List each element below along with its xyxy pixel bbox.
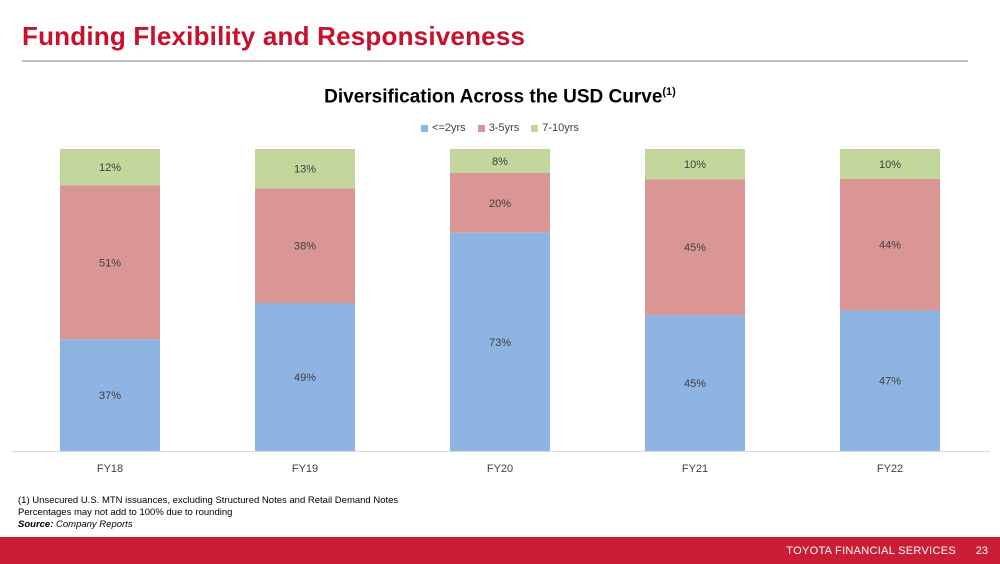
legend-swatch-7-10yrs bbox=[531, 124, 539, 132]
bar-fy20-7-10yrs bbox=[450, 149, 550, 173]
legend-item-3-5yrs: 3-5yrs bbox=[477, 122, 520, 134]
bar-fy19-3-5yrs bbox=[255, 188, 355, 304]
bar-fy22-3-5yrs bbox=[840, 178, 940, 311]
bar-fy18-3-5yrs bbox=[60, 185, 160, 340]
bar-fy18-7-10yrs bbox=[60, 149, 160, 186]
x-tick-label-fy22: FY22 bbox=[877, 463, 903, 475]
data-label-fy21-le2yrs: 45% bbox=[684, 378, 706, 390]
page-title: Funding Flexibility and Responsiveness bbox=[22, 21, 526, 51]
footnote-1: (1) Unsecured U.S. MTN issuances, exclud… bbox=[18, 495, 399, 506]
legend-label-le2yrs: <=2yrs bbox=[432, 122, 466, 134]
data-label-fy20-7-10yrs: 8% bbox=[492, 156, 508, 168]
legend-label-7-10yrs: 7-10yrs bbox=[542, 122, 579, 134]
data-label-fy19-3-5yrs: 38% bbox=[294, 241, 316, 253]
footer-bar: TOYOTA FINANCIAL SERVICES 23 bbox=[0, 537, 1000, 564]
source-text: Company Reports bbox=[53, 519, 133, 530]
data-label-fy22-le2yrs: 47% bbox=[879, 376, 901, 388]
chart-title: Diversification Across the USD Curve(1) bbox=[0, 86, 1000, 108]
legend-swatch-3-5yrs bbox=[477, 124, 485, 132]
x-tick-label-fy20: FY20 bbox=[487, 463, 513, 475]
data-label-fy21-3-5yrs: 45% bbox=[684, 242, 706, 254]
bar-fy19-7-10yrs bbox=[255, 149, 355, 189]
page-number: 23 bbox=[975, 545, 988, 557]
bar-fy19-le2yrs bbox=[255, 303, 355, 451]
bar-fy21-le2yrs bbox=[645, 315, 745, 451]
bar-fy22-7-10yrs bbox=[840, 149, 940, 179]
legend-swatch-le2yrs bbox=[421, 124, 429, 132]
data-label-fy22-7-10yrs: 10% bbox=[879, 159, 901, 171]
bar-fy21-7-10yrs bbox=[645, 149, 745, 180]
x-tick-label-fy18: FY18 bbox=[97, 463, 123, 475]
data-label-fy18-3-5yrs: 51% bbox=[99, 257, 121, 269]
legend-label-3-5yrs: 3-5yrs bbox=[488, 122, 520, 134]
data-label-fy19-le2yrs: 49% bbox=[294, 372, 316, 384]
data-label-fy19-7-10yrs: 13% bbox=[294, 164, 316, 176]
x-tick-label-fy19: FY19 bbox=[292, 463, 318, 475]
source-line: Source: Company Reports bbox=[18, 519, 398, 531]
chart-title-footnote-ref: (1) bbox=[662, 86, 676, 98]
bar-fy20-le2yrs bbox=[450, 232, 550, 451]
footer-brand: TOYOTA FINANCIAL SERVICES bbox=[786, 545, 956, 557]
bar-fy21-3-5yrs bbox=[645, 179, 745, 316]
footnote-rounding: Percentages may not add to 100% due to r… bbox=[18, 507, 233, 518]
bar-fy22-le2yrs bbox=[840, 310, 940, 451]
bar-fy20-3-5yrs bbox=[450, 172, 550, 233]
legend-item-7-10yrs: 7-10yrs bbox=[531, 122, 579, 134]
footnotes: (1) Unsecured U.S. MTN issuances, exclud… bbox=[18, 495, 398, 531]
data-label-fy18-le2yrs: 37% bbox=[99, 390, 121, 402]
data-label-fy21-7-10yrs: 10% bbox=[684, 159, 706, 171]
data-label-fy18-7-10yrs: 12% bbox=[99, 162, 121, 174]
bar-fy18-le2yrs bbox=[60, 339, 160, 451]
title-divider bbox=[22, 60, 968, 62]
chart-legend: <=2yrs 3-5yrs 7-10yrs bbox=[0, 122, 1000, 134]
data-label-fy20-3-5yrs: 20% bbox=[489, 198, 511, 210]
chart-title-text: Diversification Across the USD Curve bbox=[324, 86, 663, 108]
x-tick-label-fy21: FY21 bbox=[682, 463, 708, 475]
data-label-fy20-le2yrs: 73% bbox=[489, 337, 511, 349]
data-label-fy22-3-5yrs: 44% bbox=[879, 240, 901, 252]
source-label: Source: bbox=[18, 519, 54, 530]
legend-item-le2yrs: <=2yrs bbox=[421, 122, 466, 134]
